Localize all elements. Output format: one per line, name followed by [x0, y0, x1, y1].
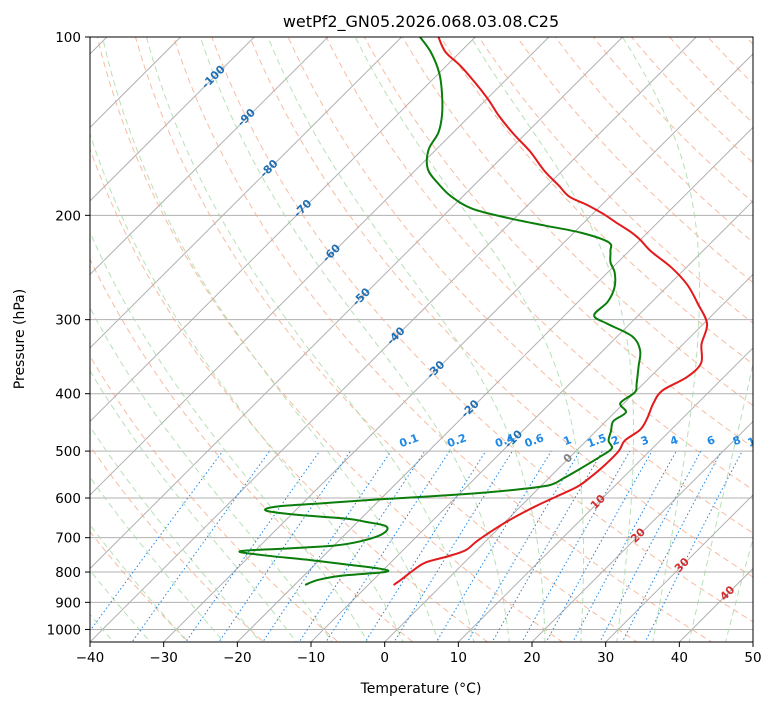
y-tick-label: 300 — [55, 313, 81, 329]
y-tick-label: 700 — [55, 531, 81, 547]
dewpoint-profile-line — [238, 37, 642, 586]
mixing-ratio-label: 2 — [609, 433, 621, 448]
isotherm-line — [90, 37, 550, 496]
y-tick-label: 1000 — [47, 622, 81, 638]
moist-adiabat — [267, 37, 546, 642]
y-tick-label: 500 — [55, 444, 81, 460]
dry-adiabat — [134, 37, 638, 642]
mixing-ratio-label: 0.4 — [493, 431, 516, 450]
isotherm-line — [383, 273, 753, 642]
moist-adiabat — [101, 37, 439, 642]
y-tick-label: 400 — [55, 387, 81, 403]
x-tick-label: −30 — [149, 650, 178, 666]
axis-ticks: −40 −30 −20 −10 0 10 20 30 40 5010020030040050060… — [47, 30, 762, 666]
mixing-ratio-label: 3 — [639, 433, 651, 448]
mixing-ratio-line — [435, 450, 552, 642]
moist-adiabat — [90, 306, 333, 642]
moist-adiabat — [90, 476, 225, 642]
x-tick-label: 0 — [380, 650, 389, 666]
moist-adiabat — [90, 132, 404, 642]
x-tick-label: −20 — [223, 650, 252, 666]
isotherm-line — [310, 200, 753, 642]
y-axis-title: Pressure (hPa) — [12, 289, 28, 389]
moist-adiabat — [199, 37, 510, 642]
isotherm-line — [90, 37, 255, 202]
mixing-ratio-line — [131, 450, 271, 642]
isotherm-line — [90, 37, 697, 642]
isotherm-line — [604, 494, 753, 642]
mixing-ratio-label: 0.2 — [446, 431, 469, 450]
mixing-ratio-label: 13 — [768, 432, 775, 449]
x-tick-label: 20 — [523, 650, 540, 666]
moist-adiabat — [90, 425, 261, 642]
dry-adiabat — [287, 37, 753, 534]
dry-adiabat — [440, 37, 753, 365]
mixing-ratio-label: 1.5 — [585, 431, 608, 450]
mixing-ratio-line — [572, 450, 677, 642]
dry-adiabat — [478, 37, 753, 324]
mixing-ratio-label: 0.1 — [398, 431, 421, 450]
dry-adiabat — [90, 355, 339, 642]
isotherm-line — [90, 37, 624, 570]
x-tick-label: 40 — [671, 650, 688, 666]
dry-adiabat — [96, 37, 564, 642]
moist-adiabat — [688, 361, 753, 642]
plot-frame — [89, 36, 754, 643]
dry-adiabat — [173, 37, 713, 642]
isotherm-line — [90, 37, 329, 276]
y-tick-label: 800 — [55, 565, 81, 581]
y-tick-label: 600 — [55, 491, 81, 507]
mixing-ratio-label: 4 — [668, 433, 680, 448]
dry-adiabat — [211, 37, 753, 623]
mixing-ratio-label: 10 — [746, 432, 765, 450]
dry-adiabat — [771, 24, 775, 654]
mixing-ratio-line — [262, 450, 392, 642]
mixing-ratio-line — [218, 450, 351, 642]
isotherm-line — [531, 420, 753, 642]
x-tick-label: 30 — [597, 650, 614, 666]
moist-adiabat — [90, 369, 297, 642]
mixing-ratio-label: 8 — [731, 433, 743, 448]
y-tick-label: 100 — [55, 30, 81, 46]
profile-lines — [238, 37, 709, 586]
chart-title: wetPf2_GN05.2026.068.03.08.C25 — [283, 12, 559, 32]
plot-background — [90, 37, 753, 642]
isotherm-line — [90, 37, 403, 349]
dry-adiabat — [249, 37, 753, 578]
background-lines — [90, 24, 775, 654]
moist-adiabat — [145, 37, 475, 642]
x-tick-label: −10 — [297, 650, 326, 666]
moist-adiabat — [354, 37, 585, 642]
mixing-ratio-line — [364, 450, 487, 642]
x-axis-title: Temperature (°C) — [360, 681, 482, 697]
isotherm-line — [90, 37, 476, 423]
x-tick-label: −40 — [76, 650, 105, 666]
isotherm-line — [457, 347, 753, 642]
y-tick-label: 900 — [55, 595, 81, 611]
temperature-profile-line — [393, 37, 709, 586]
dry-adiabat — [90, 445, 265, 642]
mixing-ratio-label: 6 — [705, 433, 717, 448]
mixing-ratio-label: 1 — [562, 433, 574, 448]
dry-adiabat — [90, 258, 414, 642]
moist-adiabat — [621, 37, 701, 642]
mixing-ratio-line — [298, 450, 426, 642]
mixing-ratio-line — [545, 450, 653, 642]
mixing-ratio-line — [393, 450, 513, 642]
dry-adiabat — [90, 147, 489, 642]
isotherm-line — [236, 126, 753, 642]
moist-adiabat — [725, 537, 753, 642]
x-tick-label: 10 — [450, 650, 467, 666]
x-tick-label: 50 — [744, 650, 761, 666]
moist-adiabat — [90, 231, 369, 642]
y-tick-label: 200 — [55, 208, 81, 224]
mixing-ratio-label: 0.6 — [523, 431, 546, 450]
mixing-ratio-line — [599, 450, 702, 642]
mixing-ratio-line — [491, 450, 603, 642]
